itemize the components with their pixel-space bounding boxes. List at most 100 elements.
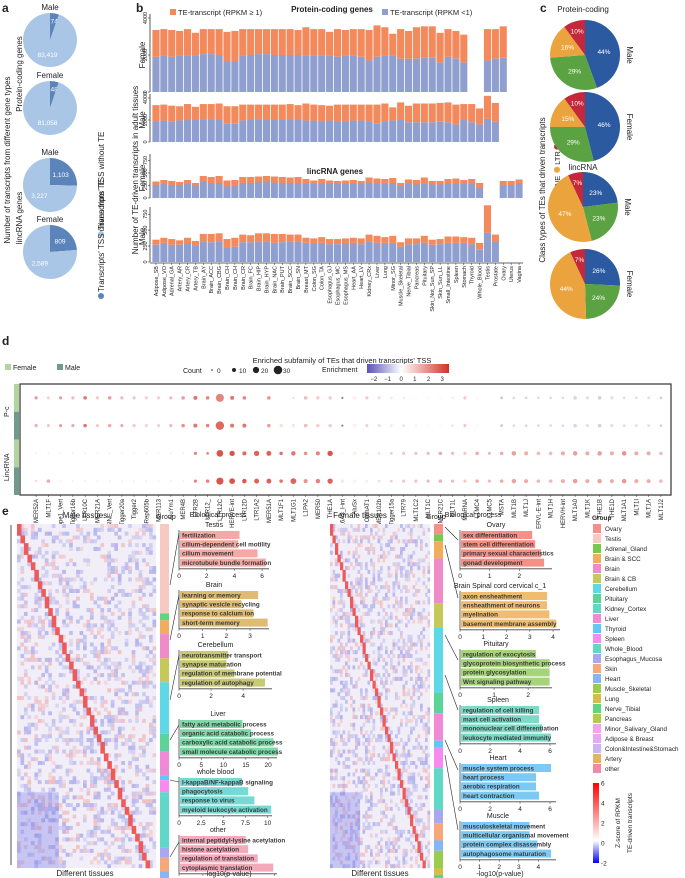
heatmap-cell xyxy=(395,573,398,578)
heatmap-cell xyxy=(417,600,421,605)
heatmap-cell xyxy=(37,837,42,842)
heatmap-cell xyxy=(340,734,343,739)
heatmap-cell xyxy=(107,753,112,758)
heatmap-cell xyxy=(20,753,25,758)
heatmap-cell xyxy=(372,745,376,750)
bar-low xyxy=(160,242,168,262)
heatmap-cell xyxy=(152,845,157,850)
bar-high xyxy=(420,235,428,243)
heatmap-cell xyxy=(138,745,143,750)
heatmap-cell xyxy=(377,692,381,697)
dot xyxy=(610,424,614,428)
heatmap-cell xyxy=(149,592,153,597)
pie-slice-line xyxy=(550,127,594,163)
heatmap-cell xyxy=(20,715,25,720)
heatmap-cell xyxy=(337,783,341,788)
heatmap-cell xyxy=(407,803,411,808)
heatmap-cell xyxy=(380,619,383,624)
x-tick-label: Skin_Sun_LL xyxy=(438,266,444,299)
heatmap-cell xyxy=(355,768,358,773)
dot xyxy=(84,480,87,483)
heatmap-cell xyxy=(407,753,411,758)
heatmap-cell xyxy=(65,562,70,567)
heatmap-cell xyxy=(360,562,363,567)
heatmap-cell xyxy=(135,783,139,788)
heatmap-cell xyxy=(142,787,146,792)
pie-slice-without-te xyxy=(23,81,77,135)
heatmap-cell xyxy=(405,768,408,773)
heatmap-cell xyxy=(89,806,94,811)
heatmap-cell xyxy=(427,619,431,624)
heatmap-cell xyxy=(345,680,348,685)
heatmap-cell xyxy=(385,585,388,590)
heatmap-cell xyxy=(117,527,122,532)
bar-low xyxy=(152,121,160,142)
x-tick-label: Stomach xyxy=(462,266,468,288)
heatmap-cell xyxy=(145,608,150,613)
go-term-label: gonad development xyxy=(463,560,523,567)
go-term-label: cilium movement xyxy=(182,551,234,558)
heatmap-cell xyxy=(124,848,129,853)
bar-low xyxy=(412,122,420,142)
heatmap-cell xyxy=(417,741,421,746)
heatmap-cell xyxy=(27,631,32,636)
heatmap-cell xyxy=(367,783,371,788)
bar-low xyxy=(318,183,326,198)
heatmap-cell xyxy=(342,776,346,781)
heatmap-cell xyxy=(48,726,52,731)
heatmap-cell xyxy=(420,833,423,838)
group-legend-label: Pituitary xyxy=(605,596,629,603)
heatmap-cell xyxy=(342,806,346,811)
heatmap-cell xyxy=(62,864,66,869)
heatmap-cell xyxy=(69,768,73,773)
heatmap-cell xyxy=(347,665,351,670)
te-subfamily-label: MER50 xyxy=(316,498,322,519)
heatmap-diagonal-cell xyxy=(34,577,39,582)
heatmap-cell xyxy=(110,673,115,678)
group-legend-swatch xyxy=(593,534,601,543)
go-term-label: carboxylic acid catabolic process xyxy=(182,740,283,747)
heatmap-cell xyxy=(410,562,413,567)
go-tissue-title: Liver xyxy=(210,711,226,718)
heatmap-cell xyxy=(390,623,393,628)
dot xyxy=(96,452,99,455)
y-tick-label: 0 xyxy=(143,260,149,263)
heatmap-cell xyxy=(135,768,139,773)
go-x-tick-label: 2 xyxy=(505,634,509,641)
heatmap-cell xyxy=(370,795,373,800)
heatmap-cell xyxy=(372,696,376,701)
dot xyxy=(377,479,381,483)
heatmap-cell xyxy=(69,638,73,643)
heatmap-cell xyxy=(402,642,406,647)
heatmap-cell xyxy=(72,703,77,708)
heatmap-cell xyxy=(427,818,431,823)
heatmap-cell xyxy=(69,753,73,758)
bar-low xyxy=(444,122,452,142)
x-axis-label: Different tissues xyxy=(351,869,408,878)
heatmap-cell xyxy=(427,753,431,758)
heatmap-cell xyxy=(410,539,413,544)
go-bar xyxy=(461,668,550,677)
go-section-title: Biological process xyxy=(445,512,502,519)
heatmap-cell xyxy=(145,680,150,685)
pie-slice-driven-from-te xyxy=(50,225,77,252)
heatmap-cell xyxy=(345,757,348,762)
bar-low xyxy=(302,183,310,198)
heatmap-cell xyxy=(385,669,388,674)
heatmap-cell xyxy=(152,684,157,689)
heatmap-cell xyxy=(382,753,386,758)
heatmap-cell xyxy=(117,688,122,693)
bar-high xyxy=(428,103,436,123)
group-column-label: Group xyxy=(426,514,446,521)
heatmap-cell xyxy=(372,535,376,540)
heatmap-cell xyxy=(355,760,358,765)
heatmap-cell xyxy=(370,608,373,613)
heatmap-cell xyxy=(100,806,105,811)
heatmap-cell xyxy=(377,653,381,658)
go-term-label: stem cell differentiation xyxy=(463,542,534,549)
heatmap-cell xyxy=(387,653,391,658)
heatmap-cell xyxy=(44,688,49,693)
heatmap-diagonal-cell xyxy=(128,822,133,827)
